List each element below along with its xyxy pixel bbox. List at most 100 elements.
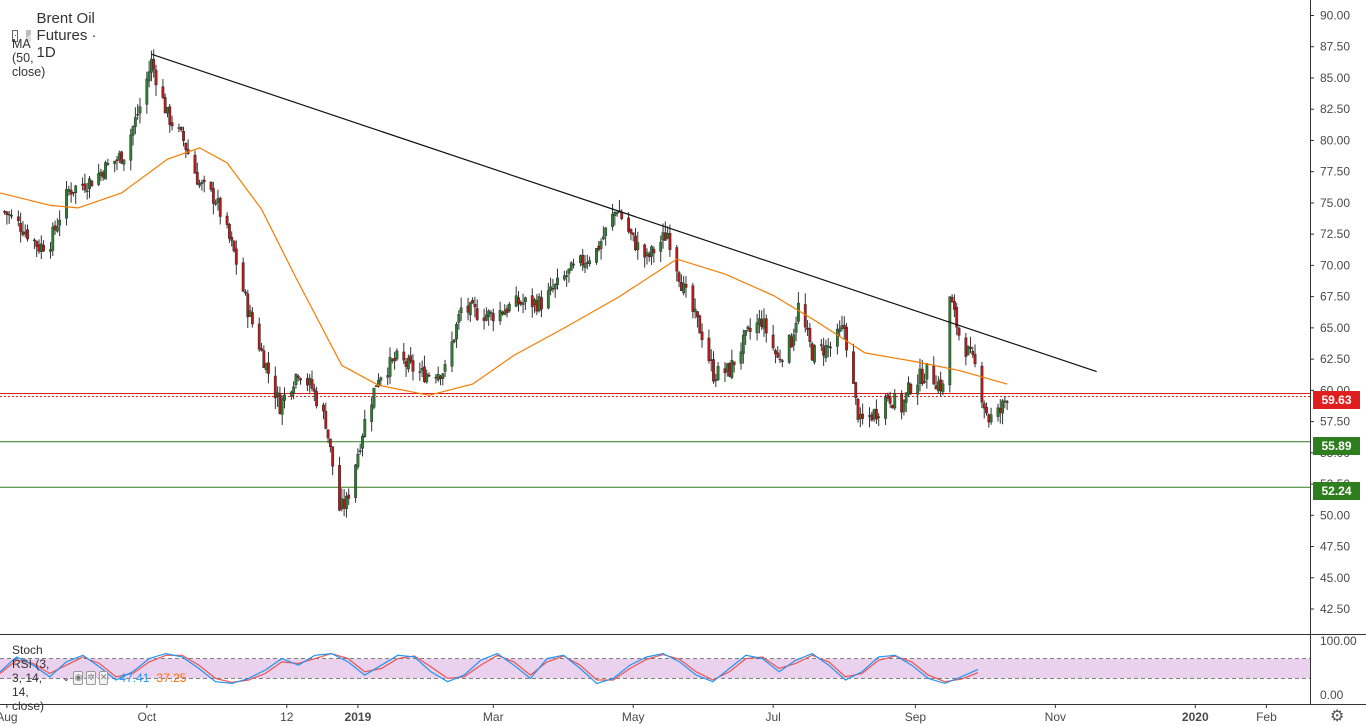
candle-down (427, 374, 431, 377)
candle-down (299, 378, 302, 381)
candle-up (200, 182, 204, 184)
candle-up (420, 368, 424, 371)
candle-up (370, 404, 374, 422)
candle-down (324, 411, 328, 429)
candle-down (971, 351, 975, 355)
candle-up (579, 255, 582, 263)
candle-down (315, 391, 319, 407)
candle-up (936, 381, 940, 392)
close-icon[interactable]: ✕ (98, 671, 109, 685)
price-badge-support-1: 55.89 (1313, 437, 1360, 455)
candle-down (411, 360, 415, 372)
price-tick-label: 65.00 (1320, 321, 1350, 335)
candle-down (168, 106, 172, 125)
candle-up (10, 214, 13, 217)
settings-gear-icon[interactable]: ✲ (86, 671, 96, 685)
candle-up (533, 299, 536, 305)
candle-up (276, 392, 280, 397)
candle-up (948, 296, 952, 386)
candle-down (209, 181, 213, 190)
candle-up (714, 379, 718, 382)
candle-down (845, 326, 848, 351)
candle-down (244, 291, 247, 294)
candle-down (776, 352, 780, 358)
candle-down (964, 337, 968, 357)
candle-down (37, 244, 41, 252)
chart-settings-gear-icon[interactable]: ⚙ (1330, 708, 1345, 725)
candle-down (101, 172, 105, 178)
candle-up (650, 246, 653, 257)
candle-up (893, 392, 897, 409)
candle-down (179, 126, 183, 131)
candle-up (138, 106, 142, 114)
candle-up (386, 375, 390, 378)
time-tick-label: Oct (137, 710, 156, 724)
time-tick-label: Mar (483, 710, 504, 724)
candle-down (852, 351, 855, 384)
candle-down (842, 324, 846, 329)
candle-up (824, 345, 828, 359)
candle-up (730, 360, 734, 378)
candle-up (198, 183, 201, 186)
candle-up (601, 236, 605, 240)
candle-up (826, 345, 830, 348)
candle-up (613, 212, 617, 216)
candle-down (471, 300, 475, 304)
candle-up (813, 345, 816, 363)
candle-up (546, 290, 550, 309)
candle-up (99, 171, 103, 176)
candle-down (90, 180, 94, 187)
candle-down (870, 414, 874, 421)
candle-down (402, 351, 406, 361)
candle-down (193, 154, 197, 174)
candle-down (342, 499, 346, 509)
candle-up (757, 318, 761, 325)
candle-down (232, 240, 236, 252)
candle-up (65, 189, 68, 219)
candle-up (902, 400, 906, 412)
candle-up (835, 328, 839, 347)
candle-up (746, 326, 750, 330)
candle-up (280, 398, 284, 415)
candle-down (861, 413, 865, 419)
candle-up (872, 409, 876, 419)
candle-down (163, 96, 167, 114)
candle-down (696, 311, 699, 318)
candle-up (129, 134, 133, 161)
candle-down (581, 254, 585, 266)
collapse-icon[interactable] (12, 29, 19, 42)
eye-icon[interactable]: ◉ (73, 671, 84, 685)
time-tick-label: 12 (280, 710, 294, 724)
chevron-down-icon[interactable]: ⌄ (62, 672, 71, 684)
candle-up (308, 377, 312, 385)
candle-up (567, 268, 571, 274)
candle-up (661, 232, 665, 241)
candle-down (5, 211, 9, 215)
candle-up (133, 117, 137, 127)
candle-down (475, 308, 479, 320)
candle-up (645, 252, 649, 256)
candle-up (787, 335, 791, 363)
price-tick-label: 50.00 (1320, 508, 1350, 522)
candle-down (225, 215, 229, 225)
candle-down (891, 404, 894, 409)
candle-up (390, 359, 394, 361)
candle-up (877, 416, 881, 418)
stoch-label[interactable]: Stoch RSI (3, 3, 14, 14, close) (12, 643, 50, 713)
candle-down (306, 378, 309, 386)
ma-indicator-label[interactable]: MA (50, close) (12, 37, 46, 79)
candle-down (267, 362, 270, 374)
candle-up (248, 310, 252, 317)
price-tick-label: 80.00 (1320, 133, 1350, 147)
candle-down (957, 327, 961, 336)
candle-down (629, 229, 633, 234)
candle-down (246, 293, 250, 318)
candle-up (572, 263, 575, 266)
candle-down (647, 253, 651, 258)
candle-up (39, 243, 43, 252)
candle-down (819, 344, 823, 346)
candle-down (934, 385, 938, 390)
candle-down (519, 301, 523, 305)
time-tick-label: 2019 (345, 710, 372, 724)
